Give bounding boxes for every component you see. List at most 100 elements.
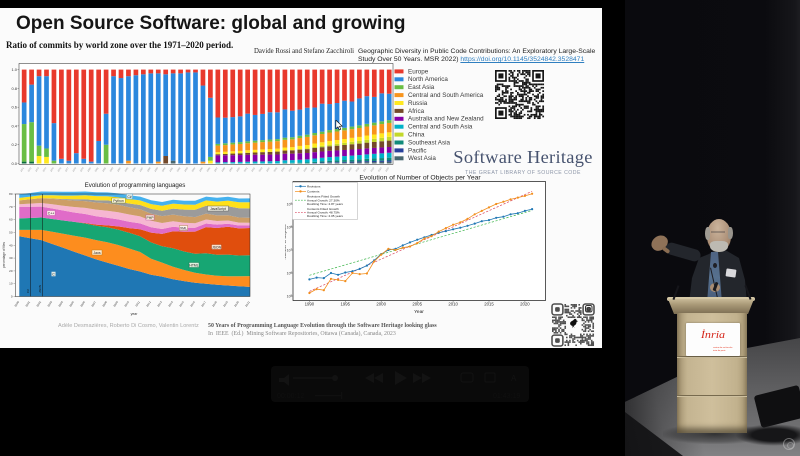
svg-text:West Asia: West Asia: [408, 155, 436, 162]
svg-text:2018: 2018: [211, 300, 218, 308]
svg-text:2007: 2007: [90, 300, 97, 308]
svg-text:2019: 2019: [222, 300, 229, 308]
svg-text:1975: 1975: [50, 167, 55, 173]
svg-text:60: 60: [9, 218, 13, 222]
svg-text:2015: 2015: [484, 302, 494, 307]
svg-text:1980: 1980: [88, 167, 93, 173]
svg-text:50: 50: [9, 231, 13, 235]
svg-text:2017: 2017: [363, 167, 368, 173]
svg-text:Python: Python: [113, 199, 124, 203]
svg-text:2004: 2004: [266, 167, 271, 173]
svg-text:2007: 2007: [289, 167, 294, 173]
svg-text:Annual Growth: 27.30%: Annual Growth: 27.30%: [307, 198, 340, 202]
svg-text:10: 10: [9, 282, 13, 286]
svg-text:1971: 1971: [21, 167, 26, 173]
svg-text:1983: 1983: [110, 167, 115, 173]
svg-text:percentage of files: percentage of files: [2, 242, 6, 268]
svg-text:1997: 1997: [214, 167, 219, 173]
svg-text:2017: 2017: [200, 300, 207, 308]
svg-text:C#: C#: [127, 195, 131, 199]
svg-text:0.2: 0.2: [11, 142, 17, 147]
svg-text:Evolution of Number of Objects: Evolution of Number of Objects per Year: [359, 175, 481, 182]
svg-text:Annual Growth: 48.75%: Annual Growth: 48.75%: [307, 211, 340, 215]
svg-text:2005: 2005: [68, 300, 75, 308]
svg-text:Revisions: Revisions: [307, 185, 321, 189]
svg-text:1972: 1972: [28, 167, 33, 173]
svg-text:2018: 2018: [371, 167, 376, 173]
svg-text:2003: 2003: [259, 167, 264, 173]
svg-text:Australia and New Zealand: Australia and New Zealand: [408, 116, 484, 123]
svg-text:2000: 2000: [237, 167, 242, 173]
svg-text:1994: 1994: [192, 167, 197, 173]
svg-text:C: C: [52, 273, 55, 277]
svg-text:2016: 2016: [356, 167, 361, 173]
svg-text:0.8: 0.8: [11, 86, 17, 91]
svg-text:2006: 2006: [79, 300, 86, 308]
svg-text:Contents: Contents: [307, 190, 320, 194]
svg-text:1984: 1984: [117, 167, 122, 173]
svg-text:0.4: 0.4: [11, 123, 17, 128]
svg-text:Year: Year: [414, 309, 424, 315]
svg-text:1992: 1992: [177, 167, 182, 173]
svg-text:Java: Java: [93, 251, 100, 255]
svg-text:1989: 1989: [155, 167, 160, 173]
svg-text:1993: 1993: [184, 167, 189, 173]
svg-text:40: 40: [9, 243, 13, 247]
svg-text:East Asia: East Asia: [408, 84, 435, 91]
svg-text:2000: 2000: [376, 302, 386, 307]
svg-text:70: 70: [9, 205, 13, 209]
svg-text:2013: 2013: [156, 300, 163, 308]
svg-text:0: 0: [11, 295, 13, 299]
svg-text:2002: 2002: [251, 167, 256, 173]
svg-text:2016: 2016: [189, 300, 196, 308]
svg-text:2012: 2012: [145, 300, 152, 308]
svg-text:1991: 1991: [170, 167, 175, 173]
svg-text:A: A: [511, 374, 517, 383]
svg-text:1981: 1981: [95, 167, 100, 173]
svg-text:Revisions Fitted Growth: Revisions Fitted Growth: [307, 195, 340, 199]
svg-text:Number of Objects: Number of Objects: [285, 225, 287, 260]
svg-text:C#: C#: [26, 289, 30, 293]
svg-text:2020: 2020: [386, 167, 391, 173]
svg-text:2009: 2009: [112, 300, 119, 308]
svg-text:XML: XML: [180, 227, 187, 231]
svg-text:JSON: JSON: [38, 285, 42, 293]
svg-text:Doubling Time: 2.87 years: Doubling Time: 2.87 years: [307, 202, 343, 206]
svg-text:Evolution of programming langu: Evolution of programming languages: [85, 182, 186, 189]
svg-text:year: year: [131, 312, 139, 316]
svg-text:2010: 2010: [448, 302, 458, 307]
svg-text:1990: 1990: [305, 302, 315, 307]
svg-text:0.6: 0.6: [11, 105, 17, 110]
svg-text:1986: 1986: [132, 167, 137, 173]
svg-text:2020: 2020: [233, 300, 240, 308]
svg-text:1976: 1976: [58, 167, 63, 173]
svg-text:1995: 1995: [199, 167, 204, 173]
svg-text:1987: 1987: [140, 167, 145, 173]
svg-text:2015: 2015: [178, 300, 185, 308]
svg-text:2003: 2003: [46, 300, 53, 308]
svg-text:2008: 2008: [296, 167, 301, 173]
svg-text:JSON: JSON: [212, 246, 222, 250]
svg-text:2010: 2010: [123, 300, 130, 308]
svg-text:Central and South Asia: Central and South Asia: [408, 124, 473, 131]
svg-text:1998: 1998: [222, 167, 227, 173]
svg-text:1988: 1988: [147, 167, 152, 173]
svg-text:PHP: PHP: [147, 216, 155, 220]
svg-text:1995: 1995: [341, 302, 351, 307]
svg-text:2020: 2020: [520, 302, 530, 307]
svg-text:Africa: Africa: [408, 108, 425, 115]
svg-text:JavaScript: JavaScript: [210, 207, 226, 211]
svg-text:Contents Fitted Growth: Contents Fitted Growth: [307, 207, 339, 211]
svg-text:1996: 1996: [207, 167, 212, 173]
svg-text:2013: 2013: [333, 167, 338, 173]
svg-text:Central and South America: Central and South America: [408, 92, 484, 99]
svg-text:2006: 2006: [281, 167, 286, 173]
svg-text:2019: 2019: [378, 167, 383, 173]
svg-text:1990: 1990: [162, 167, 167, 173]
svg-text:1977: 1977: [65, 167, 70, 173]
svg-text:2010: 2010: [311, 167, 316, 173]
svg-text:1978: 1978: [73, 167, 78, 173]
svg-text:2008: 2008: [101, 300, 108, 308]
svg-text:00:00:12: 00:00:12: [277, 393, 304, 400]
svg-text:1.0: 1.0: [11, 67, 17, 72]
